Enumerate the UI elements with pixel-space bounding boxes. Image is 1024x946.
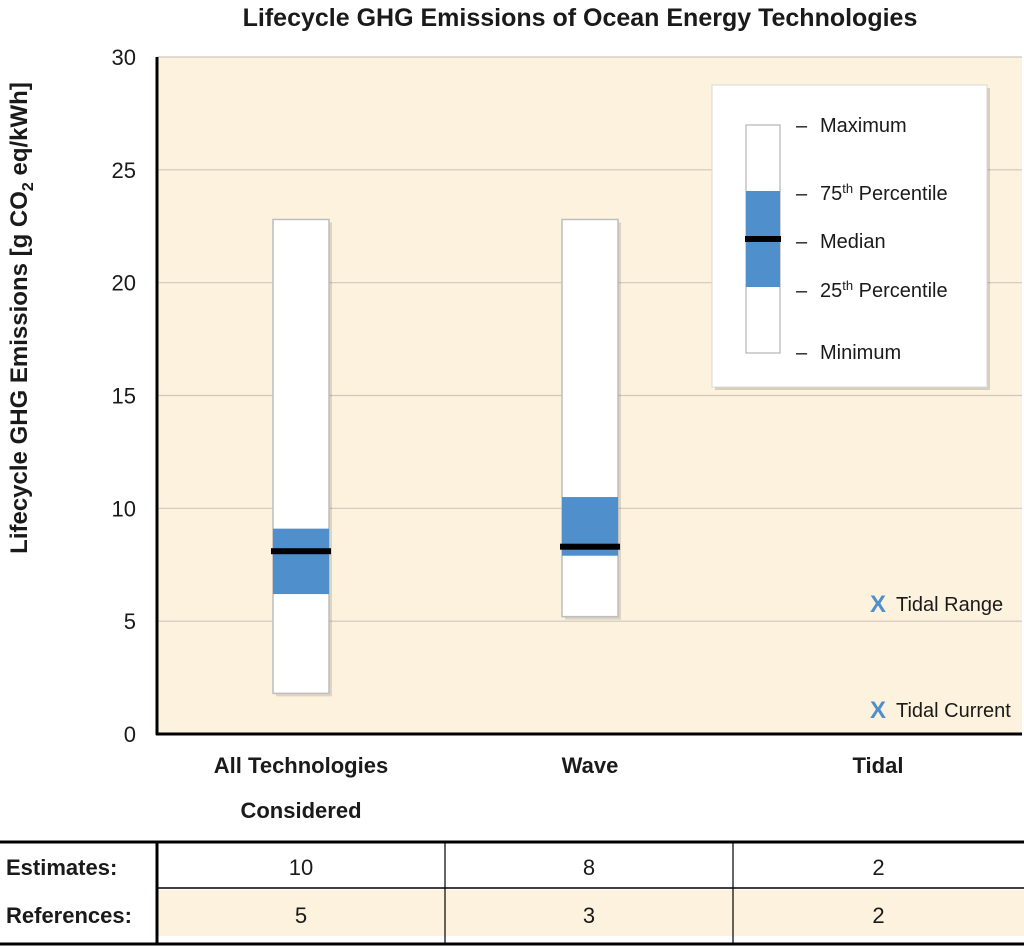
table-cell: 10 bbox=[289, 855, 313, 880]
x-category-label: Considered bbox=[240, 798, 361, 823]
chart-title: Lifecycle GHG Emissions of Ocean Energy … bbox=[243, 4, 918, 32]
table-cell: 8 bbox=[583, 855, 595, 880]
y-tick-label-0: 0 bbox=[124, 722, 136, 747]
table-cell: 2 bbox=[872, 855, 884, 880]
legend: – Maximum– 75th Percentile– Median– 25th Per… bbox=[711, 84, 990, 390]
x-category-label: All Technologies bbox=[214, 753, 388, 778]
marker-x: X bbox=[870, 591, 886, 618]
y-tick-label-25: 25 bbox=[112, 158, 136, 183]
legend-dash: – bbox=[796, 183, 808, 205]
y-tick-label-15: 15 bbox=[112, 384, 136, 409]
box-range bbox=[561, 218, 619, 618]
y-tick-label-30: 30 bbox=[112, 45, 136, 70]
counts-table: Estimates: 10 8 2 References: 5 3 2 bbox=[0, 840, 1024, 946]
y-axis-label: Lifecycle GHG Emissions [g CO2 eq/kWh] bbox=[6, 82, 37, 554]
box-median bbox=[560, 543, 620, 550]
marker-label: Tidal Range bbox=[896, 594, 1003, 616]
y-tick-label-20: 20 bbox=[112, 271, 136, 296]
legend-item-label: Minimum bbox=[820, 342, 901, 364]
table-row-label: Estimates: bbox=[6, 855, 117, 880]
x-category-label: Tidal bbox=[853, 753, 904, 778]
legend-item-label: 25th Percentile bbox=[820, 278, 948, 302]
table-row-label: References: bbox=[6, 903, 132, 928]
box-1 bbox=[560, 218, 621, 620]
table-cell: 3 bbox=[583, 903, 595, 928]
legend-dash: – bbox=[796, 342, 808, 364]
table-cell: 5 bbox=[295, 903, 307, 928]
legend-sample-median bbox=[745, 236, 781, 242]
table-row-bg bbox=[157, 890, 1024, 936]
box-iqr bbox=[273, 528, 329, 595]
box-range bbox=[272, 218, 330, 695]
y-tick-label-10: 10 bbox=[112, 496, 136, 521]
box-median bbox=[271, 548, 331, 555]
marker-x: X bbox=[870, 697, 886, 724]
legend-dash: – bbox=[796, 280, 808, 302]
table-cell: 2 bbox=[872, 903, 884, 928]
legend-dash: – bbox=[796, 115, 808, 137]
legend-dash: – bbox=[796, 231, 808, 253]
legend-item-label: 75th Percentile bbox=[820, 181, 948, 205]
legend-item-label: Maximum bbox=[820, 115, 907, 137]
legend-item-label: Median bbox=[820, 231, 886, 253]
y-tick-label-5: 5 bbox=[124, 609, 136, 634]
marker-label: Tidal Current bbox=[896, 700, 1011, 722]
x-category-label: Wave bbox=[562, 753, 619, 778]
box-0 bbox=[271, 218, 332, 697]
